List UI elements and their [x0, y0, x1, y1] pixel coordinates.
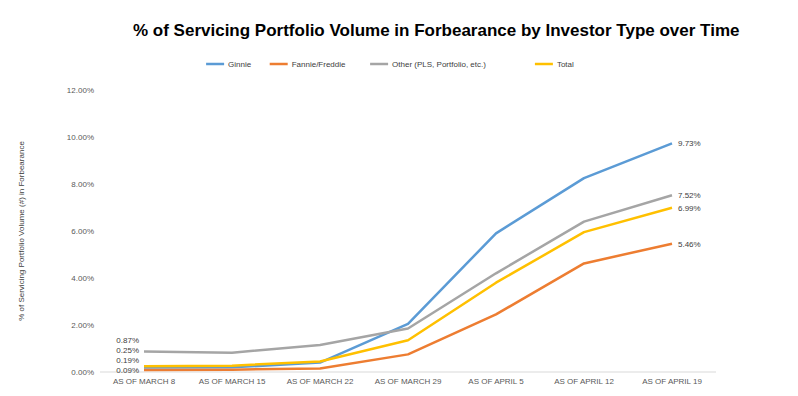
- chart: % of Servicing Portfolio Volume in Forbe…: [0, 0, 798, 396]
- legend-label: Other (PLS, Portfolio, etc.): [392, 60, 486, 69]
- y-tick-label: 4.00%: [71, 274, 94, 283]
- legend-swatch: [535, 63, 553, 66]
- data-label: 0.09%: [116, 366, 139, 375]
- y-tick-label: 8.00%: [71, 180, 94, 189]
- legend-label: Fannie/Freddie: [292, 60, 346, 69]
- data-label: 5.46%: [678, 240, 701, 249]
- legend-swatch: [270, 63, 288, 66]
- x-tick-label: AS OF MARCH 22: [287, 377, 354, 386]
- series-lines: [144, 143, 672, 370]
- y-tick-label: 6.00%: [71, 227, 94, 236]
- x-axis-line: [100, 372, 716, 373]
- data-label: 0.19%: [116, 356, 139, 365]
- legend: Ginnie Fannie/Freddie Other (PLS, Portfoli…: [206, 60, 574, 69]
- x-tick-label: AS OF APRIL 12: [554, 377, 614, 386]
- data-label: 6.99%: [678, 204, 701, 213]
- y-tick-label: 10.00%: [67, 133, 94, 142]
- y-tick-label: 0.00%: [71, 368, 94, 377]
- y-axis-title: % of Servicing Portfolio Volume (#) in F…: [17, 141, 26, 321]
- x-tick-label: AS OF MARCH 15: [199, 377, 266, 386]
- data-label: 7.52%: [678, 191, 701, 200]
- y-tick-label: 2.00%: [71, 321, 94, 330]
- data-label: 0.87%: [116, 336, 139, 345]
- series-line: [144, 208, 672, 366]
- legend-swatch: [206, 63, 224, 66]
- y-tick-label: 12.00%: [67, 86, 94, 95]
- title: % of Servicing Portfolio Volume in Forbe…: [133, 21, 739, 40]
- series-line: [144, 195, 672, 352]
- data-label: 9.73%: [678, 139, 701, 148]
- legend-label: Total: [557, 60, 574, 69]
- series-line: [144, 244, 672, 370]
- x-tick-label: AS OF APRIL 19: [642, 377, 702, 386]
- x-tick-label: AS OF APRIL 5: [468, 377, 524, 386]
- legend-swatch: [370, 63, 388, 66]
- data-label: 0.25%: [116, 346, 139, 355]
- x-tick-label: AS OF MARCH 29: [375, 377, 442, 386]
- x-tick-label: AS OF MARCH 8: [113, 377, 176, 386]
- legend-label: Ginnie: [228, 60, 252, 69]
- series-line: [144, 143, 672, 367]
